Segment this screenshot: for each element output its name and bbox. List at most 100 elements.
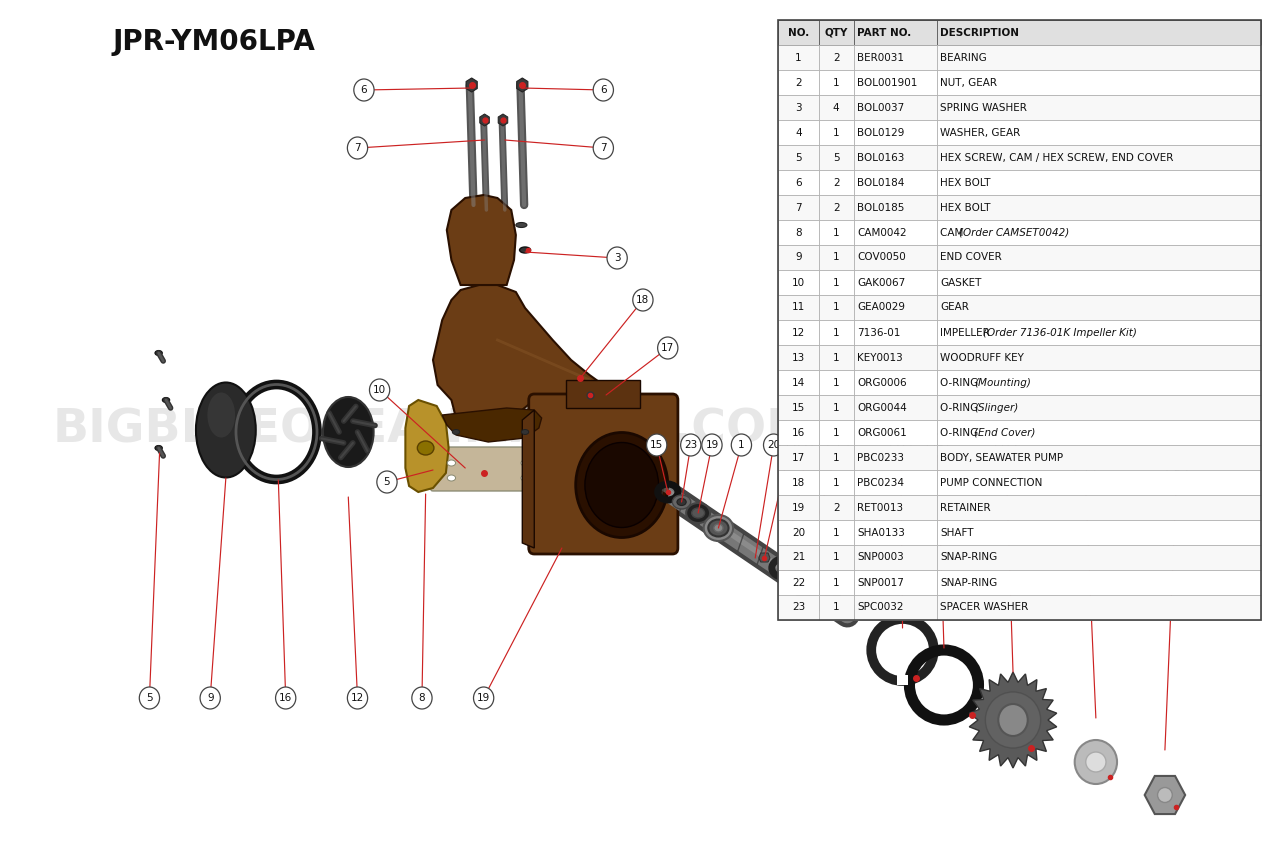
Bar: [937, 70, 1261, 95]
Text: COV0050: COV0050: [858, 252, 906, 263]
Ellipse shape: [207, 393, 236, 438]
Text: PBC0234: PBC0234: [858, 478, 905, 488]
Ellipse shape: [998, 704, 1028, 736]
Bar: [778, 395, 819, 420]
Text: 23: 23: [684, 440, 698, 450]
Text: (End Cover): (End Cover): [974, 428, 1036, 438]
Bar: [854, 345, 937, 370]
Ellipse shape: [672, 495, 691, 509]
Text: O-RING: O-RING: [941, 428, 982, 438]
Text: 12: 12: [792, 327, 805, 337]
PathPatch shape: [433, 285, 608, 435]
Bar: [937, 495, 1261, 520]
Text: 8: 8: [419, 693, 425, 703]
Bar: [854, 195, 937, 220]
Ellipse shape: [576, 433, 668, 537]
Text: 14: 14: [931, 440, 945, 450]
Text: O-RING: O-RING: [941, 403, 982, 412]
Bar: [819, 220, 854, 245]
Text: (Order CAMSET0042): (Order CAMSET0042): [960, 228, 1070, 237]
Bar: [854, 570, 937, 595]
Bar: [937, 120, 1261, 145]
Bar: [819, 545, 854, 570]
Ellipse shape: [691, 508, 704, 518]
Bar: [937, 220, 1261, 245]
Circle shape: [701, 434, 722, 456]
Bar: [937, 470, 1261, 495]
Text: 3: 3: [614, 253, 621, 263]
Text: GASKET: GASKET: [941, 277, 982, 287]
Bar: [819, 445, 854, 470]
Bar: [819, 45, 854, 70]
Ellipse shape: [196, 382, 256, 478]
Circle shape: [200, 687, 220, 709]
Text: 4: 4: [1082, 463, 1088, 473]
Text: 1: 1: [833, 603, 840, 613]
Text: QTY: QTY: [824, 27, 847, 37]
Bar: [937, 370, 1261, 395]
Text: 23: 23: [792, 603, 805, 613]
Circle shape: [928, 434, 947, 456]
Text: SHAFT: SHAFT: [941, 528, 974, 537]
Bar: [778, 45, 819, 70]
Text: 4: 4: [833, 103, 840, 112]
Bar: [854, 95, 937, 120]
Ellipse shape: [714, 524, 723, 532]
Bar: [854, 370, 937, 395]
Bar: [819, 320, 854, 345]
Bar: [937, 95, 1261, 120]
Text: PART NO.: PART NO.: [858, 27, 911, 37]
Bar: [937, 545, 1261, 570]
Text: (Mounting): (Mounting): [974, 377, 1030, 388]
Ellipse shape: [447, 460, 456, 466]
Circle shape: [370, 379, 389, 401]
Bar: [937, 445, 1261, 470]
Bar: [854, 120, 937, 145]
Ellipse shape: [521, 429, 529, 434]
FancyBboxPatch shape: [529, 394, 678, 554]
Bar: [778, 295, 819, 320]
Text: 1: 1: [833, 252, 840, 263]
Text: 2: 2: [795, 77, 801, 88]
Text: 7: 7: [600, 143, 607, 153]
Text: BOL0129: BOL0129: [858, 128, 905, 138]
Text: 20: 20: [767, 440, 781, 450]
Text: 21: 21: [792, 552, 805, 563]
Text: 1: 1: [833, 228, 840, 237]
Circle shape: [353, 79, 374, 101]
Bar: [854, 270, 937, 295]
Circle shape: [275, 687, 296, 709]
Text: 3: 3: [795, 103, 801, 112]
Ellipse shape: [1075, 740, 1117, 784]
Ellipse shape: [796, 574, 806, 582]
Text: 2: 2: [1174, 463, 1180, 473]
PathPatch shape: [442, 408, 541, 442]
Circle shape: [996, 434, 1016, 456]
Ellipse shape: [677, 498, 686, 506]
Ellipse shape: [479, 216, 490, 220]
Text: BODY, SEAWATER PUMP: BODY, SEAWATER PUMP: [941, 452, 1064, 462]
Text: HEX SCREW, CAM / HEX SCREW, END COVER: HEX SCREW, CAM / HEX SCREW, END COVER: [941, 152, 1174, 162]
Ellipse shape: [155, 350, 163, 355]
Ellipse shape: [447, 475, 456, 481]
Bar: [778, 545, 819, 570]
Bar: [854, 395, 937, 420]
Bar: [819, 170, 854, 195]
Text: 1: 1: [833, 403, 840, 412]
Bar: [937, 245, 1261, 270]
Bar: [778, 345, 819, 370]
Text: 1: 1: [833, 528, 840, 537]
Bar: [778, 20, 1261, 620]
Bar: [819, 295, 854, 320]
FancyBboxPatch shape: [430, 447, 550, 491]
Text: 13: 13: [783, 440, 797, 450]
Bar: [854, 295, 937, 320]
Text: SPC0032: SPC0032: [858, 603, 904, 613]
Text: 4: 4: [795, 128, 801, 138]
Bar: [778, 420, 819, 445]
Text: 14: 14: [792, 377, 805, 388]
Circle shape: [412, 687, 433, 709]
Ellipse shape: [686, 503, 710, 523]
Text: NUT, GEAR: NUT, GEAR: [941, 77, 997, 88]
Bar: [778, 470, 819, 495]
